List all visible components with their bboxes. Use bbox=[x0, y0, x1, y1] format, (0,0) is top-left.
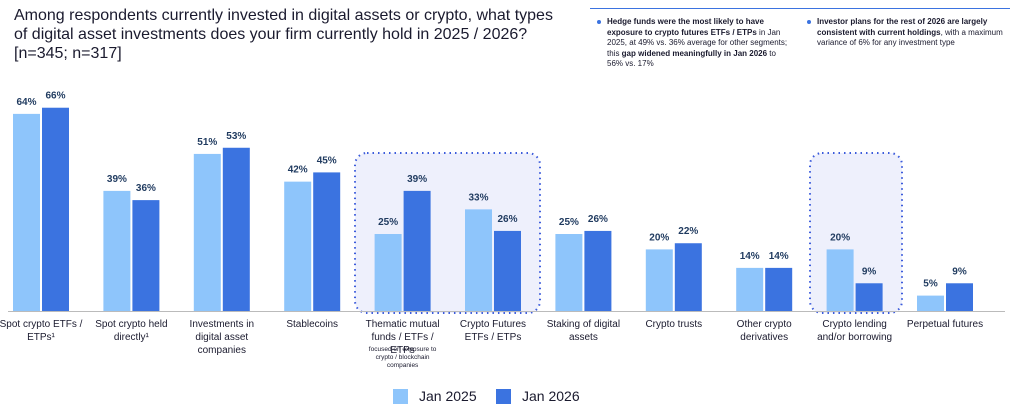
legend-label: Jan 2026 bbox=[522, 388, 580, 404]
legend-label: Jan 2025 bbox=[419, 388, 477, 404]
legend-swatch bbox=[496, 388, 511, 404]
note-text: , with a maximum variance of 6% for any … bbox=[817, 27, 1003, 48]
bar bbox=[284, 181, 312, 311]
bar bbox=[826, 249, 854, 311]
x-tick-label: Staking of digital assets bbox=[546, 319, 621, 343]
bar bbox=[645, 249, 673, 311]
value-label: 9% bbox=[952, 266, 967, 277]
value-label: 51% bbox=[197, 137, 217, 148]
legend-swatch bbox=[393, 388, 408, 404]
x-tick-label: Other crypto derivatives bbox=[736, 319, 792, 343]
value-label: 26% bbox=[497, 214, 517, 225]
value-label: 20% bbox=[830, 232, 850, 243]
title: Among respondents currently invested in … bbox=[14, 6, 574, 63]
bar bbox=[313, 172, 341, 311]
value-label: 64% bbox=[16, 97, 36, 108]
bar bbox=[222, 147, 250, 311]
note: Investor plans for the rest of 2026 are … bbox=[800, 9, 1010, 70]
value-label: 14% bbox=[740, 251, 760, 262]
category-annotation: focused on exposure to crypto / blockcha… bbox=[368, 346, 437, 369]
x-tick-label: Crypto Futures ETFs / ETPs bbox=[459, 319, 527, 343]
value-label: 5% bbox=[923, 279, 938, 290]
value-label: 25% bbox=[559, 217, 579, 228]
value-label: 20% bbox=[649, 232, 669, 243]
value-label: 26% bbox=[588, 214, 608, 225]
x-tick-label: Thematic mutual funds / ETFs / ETPs bbox=[365, 319, 440, 356]
bar bbox=[193, 153, 221, 311]
value-label: 45% bbox=[317, 155, 337, 166]
title-line: [n=345; n=317] bbox=[14, 45, 122, 62]
x-tick-label: Spot crypto held directly¹ bbox=[95, 319, 168, 343]
x-tick-label: Stablecoins bbox=[286, 319, 339, 330]
value-label: 39% bbox=[407, 174, 427, 185]
bar bbox=[946, 283, 973, 311]
bar bbox=[42, 107, 69, 311]
value-label: 14% bbox=[769, 251, 789, 262]
bar bbox=[403, 190, 431, 311]
note-text: Investor plans for the rest of 2026 are … bbox=[817, 17, 988, 37]
bar bbox=[494, 230, 521, 311]
bar bbox=[103, 190, 131, 311]
value-label: 22% bbox=[678, 226, 698, 237]
bar bbox=[584, 230, 612, 311]
title-line: Among respondents currently invested in … bbox=[14, 7, 553, 24]
value-label: 53% bbox=[226, 131, 246, 142]
notes: Hedge funds were the most likely to have… bbox=[590, 8, 1010, 70]
title-line: of digital asset investments does your f… bbox=[14, 26, 528, 43]
note-text: Hedge funds were the most likely to have… bbox=[607, 17, 764, 37]
bar bbox=[465, 209, 492, 311]
value-label: 36% bbox=[136, 183, 156, 194]
bar bbox=[555, 234, 583, 311]
note-text: gap widened meaningfully in Jan 2026 bbox=[621, 48, 768, 58]
bar bbox=[674, 243, 702, 311]
note-text: to 56% vs. 17% bbox=[607, 48, 776, 69]
value-label: 9% bbox=[862, 266, 877, 277]
value-label: 39% bbox=[107, 174, 127, 185]
x-tick-label: Investments in digital asset companies bbox=[189, 319, 255, 356]
note-text: in Jan 2025, at 49% vs. 36% average for … bbox=[607, 27, 788, 58]
value-label: 33% bbox=[468, 192, 488, 203]
bar bbox=[132, 200, 160, 311]
x-tick-label: Perpetual futures bbox=[906, 319, 984, 330]
value-label: 42% bbox=[288, 165, 308, 176]
value-label: 25% bbox=[378, 217, 398, 228]
x-tick-label: Spot crypto ETFs / ETPs¹ bbox=[0, 319, 83, 343]
value-label: 66% bbox=[45, 91, 65, 102]
legend-item: Jan 2026 bbox=[496, 388, 580, 404]
legend-item: Jan 2025 bbox=[393, 388, 477, 404]
bar bbox=[736, 267, 764, 311]
bar bbox=[13, 113, 40, 311]
bar bbox=[374, 234, 402, 311]
bar bbox=[855, 283, 883, 311]
note: Hedge funds were the most likely to have… bbox=[590, 9, 800, 70]
bar bbox=[765, 267, 793, 311]
x-tick-label: Crypto lending and/or borrowing bbox=[817, 319, 893, 343]
bar bbox=[917, 295, 944, 311]
x-tick-label: Crypto trusts bbox=[645, 319, 703, 330]
